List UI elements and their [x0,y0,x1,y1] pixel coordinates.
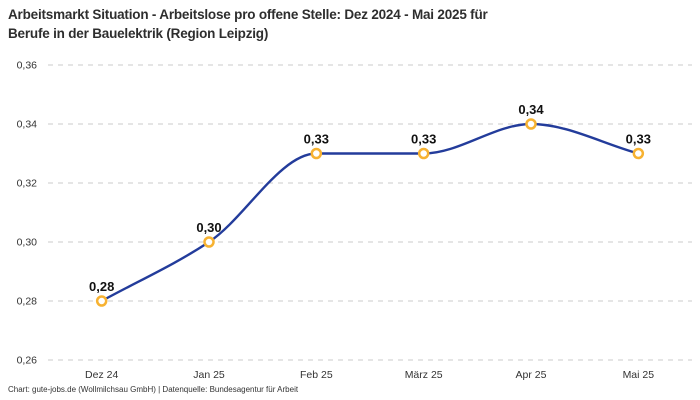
y-tick-label: 0,34 [17,119,38,131]
data-point-marker [632,147,645,160]
data-point-label: 0,34 [518,102,544,117]
data-point-label: 0,28 [89,279,114,294]
y-tick-label: 0,30 [17,237,38,249]
data-point-label: 0,30 [196,220,221,235]
series-line [100,122,640,303]
chart-title: Arbeitsmarkt Situation - Arbeitslose pro… [8,5,668,43]
y-tick-label: 0,32 [17,178,38,190]
x-tick-label: Jan 25 [193,369,225,381]
data-point-label: 0,33 [626,132,651,147]
x-tick-label: Mai 25 [623,369,655,381]
y-tick-label: 0,26 [17,355,38,367]
data-point-marker [203,236,215,248]
y-tick-label: 0,28 [17,296,38,308]
y-tick-label: 0,36 [17,60,38,72]
data-point-marker [525,118,537,130]
data-point-label: 0,33 [304,132,329,147]
data-point-marker [310,147,323,160]
x-tick-label: Dez 24 [85,369,118,381]
data-point-marker [95,295,108,307]
x-tick-label: Apr 25 [516,369,547,381]
chart-source: Chart: gute-jobs.de (Wollmilchsau GmbH) … [8,385,299,394]
x-tick-label: März 25 [405,369,443,381]
data-point-marker [417,147,430,160]
chart-title-line1: Arbeitsmarkt Situation - Arbeitslose pro… [8,7,488,22]
x-tick-label: Feb 25 [300,369,333,381]
chart-title-line2: Berufe in der Bauelektrik (Region Leipzi… [8,26,269,41]
data-point-label: 0,33 [411,132,436,147]
